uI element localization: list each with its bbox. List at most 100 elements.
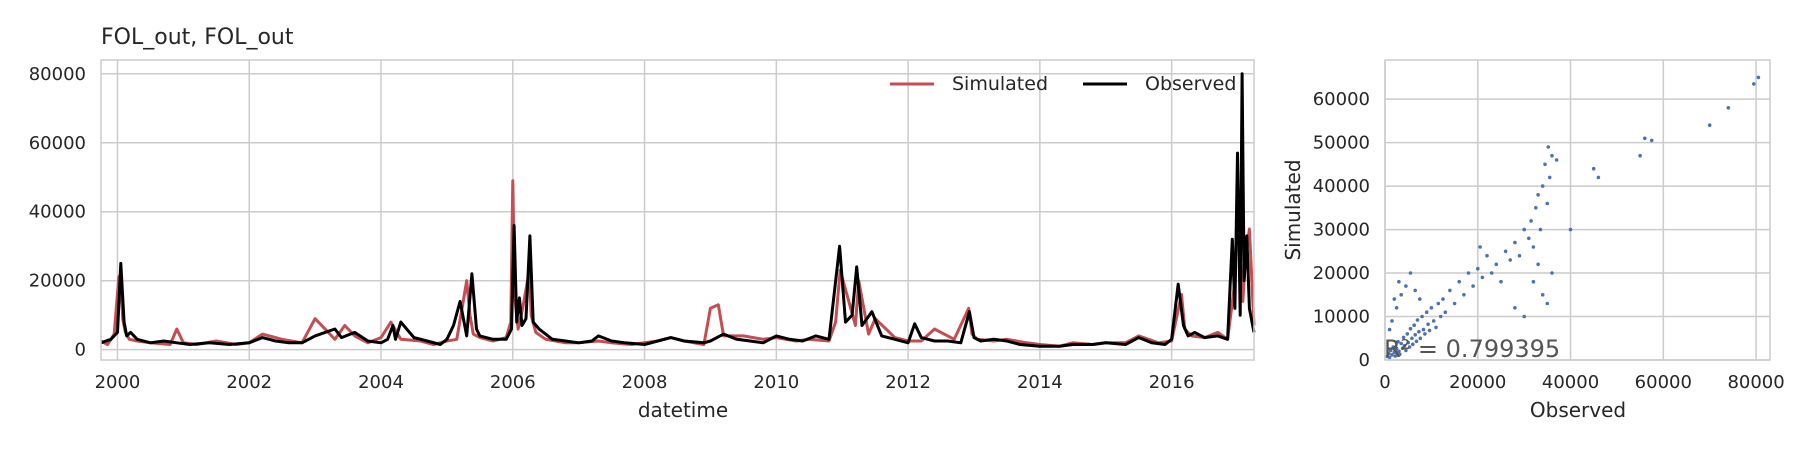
scatter-point xyxy=(1478,245,1482,249)
timeseries-y-tick-label: 60000 xyxy=(29,133,86,154)
scatter-point xyxy=(1543,162,1547,167)
scatter-point xyxy=(1421,327,1426,332)
series-line-observed xyxy=(100,72,1256,348)
scatter-point xyxy=(1536,193,1540,197)
scatter-point xyxy=(1429,306,1434,310)
scatter-point xyxy=(1591,166,1596,171)
scatter-point xyxy=(1441,297,1445,301)
scatter-point xyxy=(1427,328,1432,333)
scatter-point xyxy=(1431,319,1436,323)
timeseries-series-group xyxy=(100,72,1256,348)
scatter-point xyxy=(1726,106,1731,110)
scatter-point xyxy=(1411,342,1415,347)
scatter-point xyxy=(1407,345,1412,349)
timeseries-x-tick-label: 2008 xyxy=(622,372,668,393)
scatter-y-label: Simulated xyxy=(1281,159,1305,260)
scatter-point xyxy=(1394,306,1399,310)
scatter-point xyxy=(1443,310,1448,315)
timeseries-x-tick-label: 2002 xyxy=(226,372,272,393)
scatter-point xyxy=(1392,350,1397,355)
scatter-point xyxy=(1438,314,1443,319)
scatter-point xyxy=(1489,271,1494,275)
scatter-point xyxy=(1423,332,1427,336)
scatter-point xyxy=(1400,346,1405,351)
timeseries-y-tick-label: 40000 xyxy=(29,202,86,223)
scatter-point xyxy=(1413,288,1417,293)
scatter-point xyxy=(1436,301,1441,306)
scatter-y-tick-label: 20000 xyxy=(1313,263,1370,284)
scatter-point xyxy=(1424,310,1429,315)
legend-label-observed: Observed xyxy=(1145,73,1236,95)
scatter-y-tick-label: 30000 xyxy=(1313,220,1370,241)
scatter-grid xyxy=(1384,60,1770,361)
scatter-x-tick-label: 0 xyxy=(1379,372,1390,393)
scatter-point xyxy=(1413,333,1417,337)
timeseries-y-tick-label: 80000 xyxy=(29,64,86,85)
scatter-point xyxy=(1426,322,1430,327)
scatter-point xyxy=(1529,219,1533,223)
timeseries-legend: Simulated Observed xyxy=(890,73,1236,95)
scatter-point xyxy=(1401,335,1406,340)
scatter-point xyxy=(1392,297,1397,301)
scatter-point xyxy=(1596,175,1601,180)
timeseries-y-tick-label: 0 xyxy=(75,340,86,361)
scatter-y-tick-label: 60000 xyxy=(1313,89,1370,110)
scatter-point xyxy=(1404,284,1408,288)
timeseries-frame xyxy=(100,59,1255,361)
scatter-point xyxy=(1452,301,1457,306)
timeseries-x-tick-label: 2004 xyxy=(358,372,404,393)
scatter-point xyxy=(1414,339,1419,344)
scatter-point xyxy=(1418,297,1422,301)
timeseries-panel: FOL_out, FOL_out 2000 2002 2004 2006 2008 201… xyxy=(29,25,1256,422)
scatter-y-tick-label: 10000 xyxy=(1313,307,1370,328)
scatter-point xyxy=(1420,314,1424,319)
scatter-x-tick-label: 60000 xyxy=(1635,372,1692,393)
scatter-point xyxy=(1550,153,1554,158)
timeseries-y-tick-label: 20000 xyxy=(29,271,86,292)
scatter-point xyxy=(1402,343,1407,348)
scatter-point xyxy=(1399,341,1403,346)
scatter-point xyxy=(1471,284,1475,288)
scatter-point xyxy=(1499,279,1503,284)
scatter-point xyxy=(1387,327,1392,332)
legend-label-simulated: Simulated xyxy=(952,73,1048,95)
scatter-y-ticks: 0 10000 20000 30000 40000 50000 60000 xyxy=(1313,89,1370,371)
scatter-y-tick-label: 50000 xyxy=(1313,133,1370,154)
scatter-y-tick-label: 0 xyxy=(1359,350,1370,371)
scatter-point xyxy=(1522,314,1526,319)
scatter-x-ticks: 0 20000 40000 60000 80000 xyxy=(1379,372,1784,393)
scatter-x-tick-label: 40000 xyxy=(1542,372,1599,393)
scatter-point xyxy=(1397,349,1401,354)
scatter-point xyxy=(1538,227,1543,232)
scatter-point xyxy=(1536,262,1540,267)
scatter-point xyxy=(1457,279,1461,284)
scatter-point xyxy=(1554,158,1559,162)
scatter-point xyxy=(1448,288,1452,293)
scatter-point xyxy=(1412,323,1416,328)
scatter-point xyxy=(1513,240,1517,245)
scatter-point xyxy=(1513,306,1517,310)
scatter-point xyxy=(1390,353,1394,357)
scatter-point xyxy=(1415,318,1420,322)
scatter-x-tick-label: 80000 xyxy=(1727,372,1784,393)
scatter-x-label: Observed xyxy=(1530,398,1626,422)
scatter-point xyxy=(1396,339,1400,344)
scatter-point xyxy=(1568,227,1573,232)
scatter-point xyxy=(1404,348,1408,353)
scatter-point xyxy=(1485,253,1489,258)
scatter-point xyxy=(1534,206,1538,210)
scatter-point xyxy=(1480,275,1485,280)
timeseries-y-ticks: 0 20000 40000 60000 80000 xyxy=(29,64,86,361)
scatter-point xyxy=(1394,346,1399,351)
scatter-point xyxy=(1547,175,1552,180)
scatter-point xyxy=(1405,332,1410,336)
scatter-point xyxy=(1756,75,1761,80)
scatter-point xyxy=(1517,253,1522,258)
scatter-point xyxy=(1503,249,1508,254)
scatter-point xyxy=(1418,336,1423,341)
scatter-point xyxy=(1531,245,1536,249)
timeseries-x-tick-label: 2006 xyxy=(490,372,536,393)
scatter-point xyxy=(1391,345,1396,349)
scatter-point xyxy=(1388,348,1393,353)
